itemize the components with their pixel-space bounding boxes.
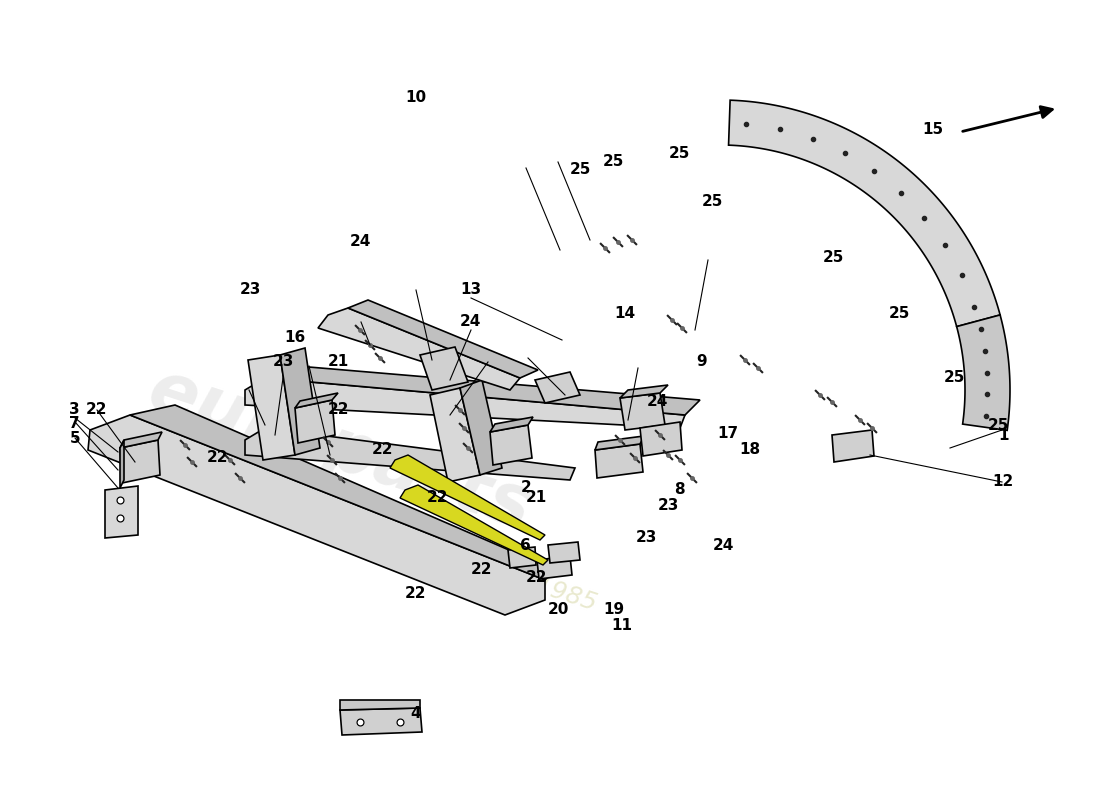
Text: 12: 12 bbox=[992, 474, 1014, 489]
Text: 20: 20 bbox=[548, 602, 570, 617]
Polygon shape bbox=[120, 440, 124, 488]
Polygon shape bbox=[620, 393, 666, 430]
Text: 25: 25 bbox=[944, 370, 966, 385]
Text: 3: 3 bbox=[69, 402, 80, 417]
Polygon shape bbox=[295, 400, 336, 443]
Text: 9: 9 bbox=[696, 354, 707, 369]
Text: 22: 22 bbox=[471, 562, 493, 577]
Text: 7: 7 bbox=[69, 417, 80, 431]
Polygon shape bbox=[340, 700, 420, 710]
Text: 19: 19 bbox=[603, 602, 625, 617]
Polygon shape bbox=[295, 393, 338, 408]
Polygon shape bbox=[430, 388, 480, 482]
Text: 22: 22 bbox=[86, 402, 108, 417]
Text: 22: 22 bbox=[405, 586, 427, 601]
Polygon shape bbox=[620, 385, 668, 398]
Text: 22: 22 bbox=[526, 570, 548, 585]
Text: 6: 6 bbox=[520, 538, 531, 553]
Text: 17: 17 bbox=[717, 426, 739, 441]
Polygon shape bbox=[88, 415, 544, 615]
Text: 25: 25 bbox=[889, 306, 911, 321]
Polygon shape bbox=[508, 547, 536, 568]
Text: 25: 25 bbox=[570, 162, 592, 177]
Text: 22: 22 bbox=[207, 450, 229, 465]
Polygon shape bbox=[248, 355, 295, 460]
Polygon shape bbox=[280, 348, 320, 455]
Polygon shape bbox=[348, 300, 538, 378]
Text: 14: 14 bbox=[614, 306, 636, 321]
Polygon shape bbox=[120, 432, 162, 448]
Polygon shape bbox=[535, 372, 580, 403]
Text: 21: 21 bbox=[328, 354, 350, 369]
Polygon shape bbox=[595, 436, 644, 450]
Polygon shape bbox=[548, 542, 580, 563]
Text: 25: 25 bbox=[702, 194, 724, 209]
Text: europarts: europarts bbox=[140, 355, 540, 545]
Polygon shape bbox=[245, 428, 575, 480]
Text: 4: 4 bbox=[410, 706, 421, 721]
Text: 16: 16 bbox=[284, 330, 306, 345]
Text: 22: 22 bbox=[372, 442, 394, 457]
Text: 24: 24 bbox=[713, 538, 735, 553]
Polygon shape bbox=[537, 556, 572, 579]
Text: 25: 25 bbox=[988, 418, 1010, 433]
Text: 23: 23 bbox=[273, 354, 295, 369]
Text: 1: 1 bbox=[998, 429, 1009, 443]
Polygon shape bbox=[595, 444, 644, 478]
Text: 2: 2 bbox=[520, 481, 531, 495]
Text: 10: 10 bbox=[405, 90, 427, 105]
Polygon shape bbox=[400, 485, 548, 565]
Polygon shape bbox=[104, 486, 138, 538]
Polygon shape bbox=[490, 425, 532, 465]
Polygon shape bbox=[490, 417, 534, 432]
Polygon shape bbox=[265, 365, 700, 415]
Text: 24: 24 bbox=[350, 234, 372, 249]
Text: 11: 11 bbox=[610, 618, 632, 633]
Text: 23: 23 bbox=[658, 498, 680, 513]
Polygon shape bbox=[245, 378, 685, 428]
Text: 24: 24 bbox=[460, 314, 482, 329]
Text: 13: 13 bbox=[460, 282, 482, 297]
Text: a passion born in 1985: a passion born in 1985 bbox=[320, 504, 600, 616]
Text: 18: 18 bbox=[739, 442, 761, 457]
Text: 8: 8 bbox=[674, 482, 685, 497]
Polygon shape bbox=[957, 315, 1010, 430]
Polygon shape bbox=[340, 708, 422, 735]
Text: 21: 21 bbox=[526, 490, 548, 505]
Text: 5: 5 bbox=[69, 431, 80, 446]
Polygon shape bbox=[420, 347, 468, 390]
Text: 22: 22 bbox=[427, 490, 449, 505]
Polygon shape bbox=[120, 440, 160, 483]
Polygon shape bbox=[640, 422, 682, 456]
Text: 25: 25 bbox=[603, 154, 625, 169]
Polygon shape bbox=[390, 455, 544, 540]
Polygon shape bbox=[318, 308, 520, 390]
Polygon shape bbox=[130, 405, 556, 580]
Text: 25: 25 bbox=[823, 250, 845, 265]
Text: 23: 23 bbox=[240, 282, 262, 297]
Polygon shape bbox=[728, 100, 1000, 326]
Text: 15: 15 bbox=[922, 122, 944, 137]
Text: 22: 22 bbox=[328, 402, 350, 417]
Text: 23: 23 bbox=[636, 530, 658, 545]
Text: 25: 25 bbox=[669, 146, 691, 161]
Text: 24: 24 bbox=[647, 394, 669, 409]
Polygon shape bbox=[832, 430, 875, 462]
Polygon shape bbox=[460, 380, 502, 475]
